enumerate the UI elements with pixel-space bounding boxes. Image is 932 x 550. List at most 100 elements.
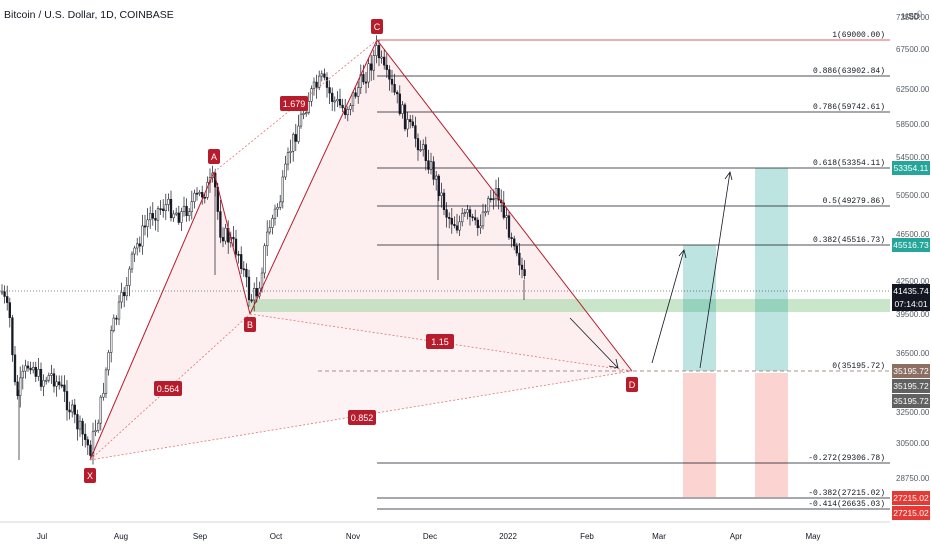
candle-body <box>364 81 368 84</box>
target-price-badge-label: 45516.73 <box>893 240 929 250</box>
candle-body <box>99 396 102 424</box>
ratio-label: 0.852 <box>351 413 374 423</box>
stop-price-badge-label: 27215.02 <box>893 493 929 503</box>
symbol-title[interactable]: Bitcoin / U.S. Dollar, 1D, COINBASE <box>4 9 174 21</box>
candle-body <box>149 213 152 221</box>
candle-body <box>513 238 516 247</box>
price-tick-label: 28750.00 <box>896 474 930 483</box>
candle-body <box>237 253 240 256</box>
ratio-badge <box>426 334 454 349</box>
candle-body <box>193 192 196 202</box>
candle-body <box>351 92 355 106</box>
candle-body <box>390 79 394 85</box>
price-axis[interactable]: 72500.00 67500.00 62500.00 58500.00 54500.00… <box>896 13 930 483</box>
candle-body <box>253 288 256 301</box>
leg-bc <box>249 39 378 315</box>
time-axis[interactable]: Jul Aug Sep Oct Nov Dec 2022 Feb Mar Apr May <box>37 532 821 541</box>
candle-body <box>201 192 204 198</box>
candle-body <box>336 99 339 102</box>
pattern-point-label: B <box>247 320 253 330</box>
target-zone-2 <box>755 168 788 371</box>
price-tick-label: 46500.00 <box>896 230 930 239</box>
ratio-badge <box>280 96 308 111</box>
candle-body <box>297 125 300 142</box>
fib-lines: 1(69000.00) 0.886(63902.84) 0.786(59742.61… <box>377 31 890 510</box>
price-tick-label: 42500.00 <box>896 277 930 286</box>
pattern-point-badge <box>371 19 383 34</box>
candle-body <box>78 420 82 430</box>
pattern-fill-bcd <box>250 40 632 371</box>
candle-body <box>375 45 378 56</box>
candle-body <box>159 208 162 211</box>
candle-body <box>39 368 43 387</box>
candle-body <box>156 208 160 221</box>
candle-body <box>86 439 89 446</box>
leg-xd <box>89 370 633 461</box>
candle-body <box>385 64 388 70</box>
candle-body <box>372 55 375 71</box>
candle-body <box>481 211 485 227</box>
candle-body <box>175 212 178 215</box>
candle-body <box>523 269 526 276</box>
ratio-badge <box>348 410 376 425</box>
candle-body <box>305 112 308 115</box>
candle-body <box>424 144 427 161</box>
time-tick-label: Mar <box>652 532 666 541</box>
candle-body <box>502 202 505 218</box>
candle-body <box>247 276 251 301</box>
candle-body <box>461 213 464 223</box>
candle-body <box>266 231 269 247</box>
currency-label[interactable]: USD <box>902 11 920 21</box>
d-level-badge-label: 35195.72 <box>893 366 929 376</box>
candle-body <box>474 217 477 221</box>
pattern-point-badge <box>626 377 638 392</box>
candle-body <box>435 175 438 180</box>
candle-body <box>151 213 154 219</box>
candle-body <box>146 219 149 227</box>
price-tick-label: 50500.00 <box>896 191 930 200</box>
candle-body <box>367 63 370 83</box>
candle-body <box>143 225 147 228</box>
candle-body <box>406 119 409 130</box>
candle-body <box>240 254 243 269</box>
stop-zone-1 <box>683 373 716 497</box>
fib-level-label: -0.382(27215.02) <box>808 489 885 498</box>
candle-body <box>393 84 396 93</box>
candle-body <box>19 377 22 397</box>
ratio-label: 1.15 <box>431 337 449 347</box>
candle-body <box>487 198 490 212</box>
countdown-badge-label: 07:14:01 <box>894 299 927 309</box>
candle-body <box>3 291 6 297</box>
time-tick-label: May <box>805 532 820 541</box>
arrow-down-head <box>608 358 619 369</box>
candle-body <box>167 198 170 205</box>
candle-body <box>440 192 443 197</box>
stop-price-badge <box>892 506 930 520</box>
candle-body <box>11 317 14 356</box>
pattern-point-badge <box>84 468 96 483</box>
candle-body <box>97 422 100 431</box>
candle-body <box>299 113 303 127</box>
candle-body <box>120 292 123 303</box>
candle-body <box>398 93 401 114</box>
candle-body <box>68 409 71 413</box>
candle-body <box>471 216 474 219</box>
fib-level-label: 0.886(63902.84) <box>813 67 885 76</box>
projection-arrows[interactable] <box>569 171 733 369</box>
candle-body <box>289 151 292 153</box>
candle-body <box>362 74 365 83</box>
candle-body <box>221 237 225 242</box>
candle-body <box>422 144 425 150</box>
price-tick-label: 32500.00 <box>896 408 930 417</box>
price-tick-label: 67500.00 <box>896 45 930 54</box>
candle-body <box>429 161 433 170</box>
candle-body <box>102 393 105 398</box>
candle-body <box>377 45 381 59</box>
top-price-fragment: 0 <box>917 9 923 19</box>
candle-body <box>294 134 297 142</box>
candle-body <box>310 88 313 102</box>
candle-body <box>185 205 188 216</box>
candle-body <box>403 104 407 130</box>
candle-body <box>154 218 157 221</box>
